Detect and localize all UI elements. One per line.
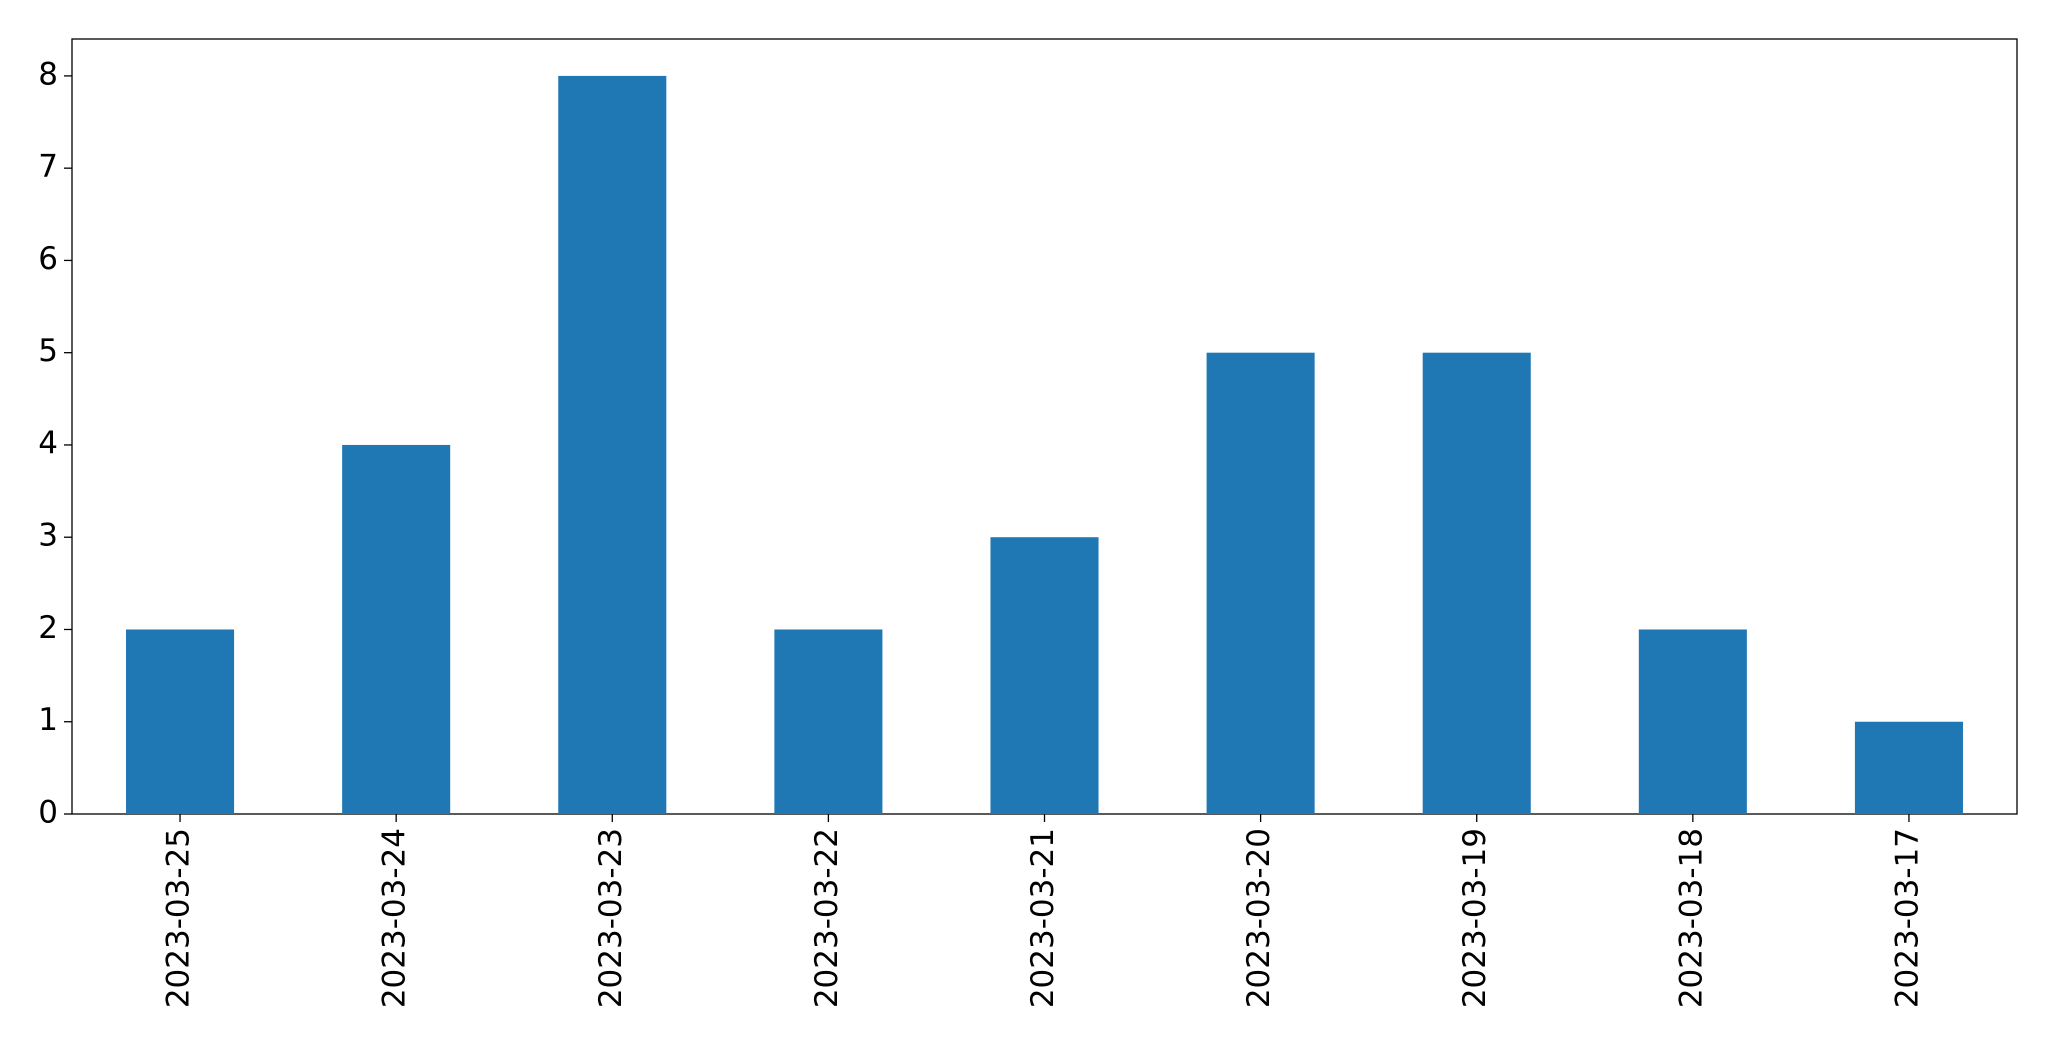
x-tick-label: 2023-03-22	[809, 828, 845, 1008]
bar	[558, 75, 667, 814]
bar	[774, 629, 883, 814]
bar	[1206, 352, 1315, 814]
bar	[1422, 352, 1531, 814]
y-tick-label: 1	[38, 702, 58, 738]
y-tick-label: 4	[38, 425, 58, 461]
x-tick-label: 2023-03-18	[1673, 828, 1709, 1008]
bar	[126, 629, 235, 814]
bar	[1638, 629, 1747, 814]
x-tick-label: 2023-03-17	[1889, 828, 1925, 1008]
bar	[342, 444, 451, 814]
bar	[1854, 721, 1963, 814]
x-tick-label: 2023-03-21	[1025, 828, 1061, 1008]
x-tick-label: 2023-03-24	[377, 828, 413, 1008]
y-tick-label: 7	[38, 149, 58, 185]
bar	[990, 537, 1099, 814]
x-tick-label: 2023-03-23	[593, 828, 629, 1008]
y-tick-label: 2	[38, 610, 58, 646]
y-tick-label: 6	[38, 241, 58, 277]
x-tick-label: 2023-03-19	[1457, 828, 1493, 1008]
y-tick-label: 0	[38, 795, 58, 831]
y-tick-label: 5	[38, 333, 58, 369]
y-tick-label: 8	[38, 56, 58, 92]
y-tick-label: 3	[38, 518, 58, 554]
x-tick-label: 2023-03-20	[1241, 828, 1277, 1008]
x-tick-label: 2023-03-25	[161, 828, 197, 1008]
